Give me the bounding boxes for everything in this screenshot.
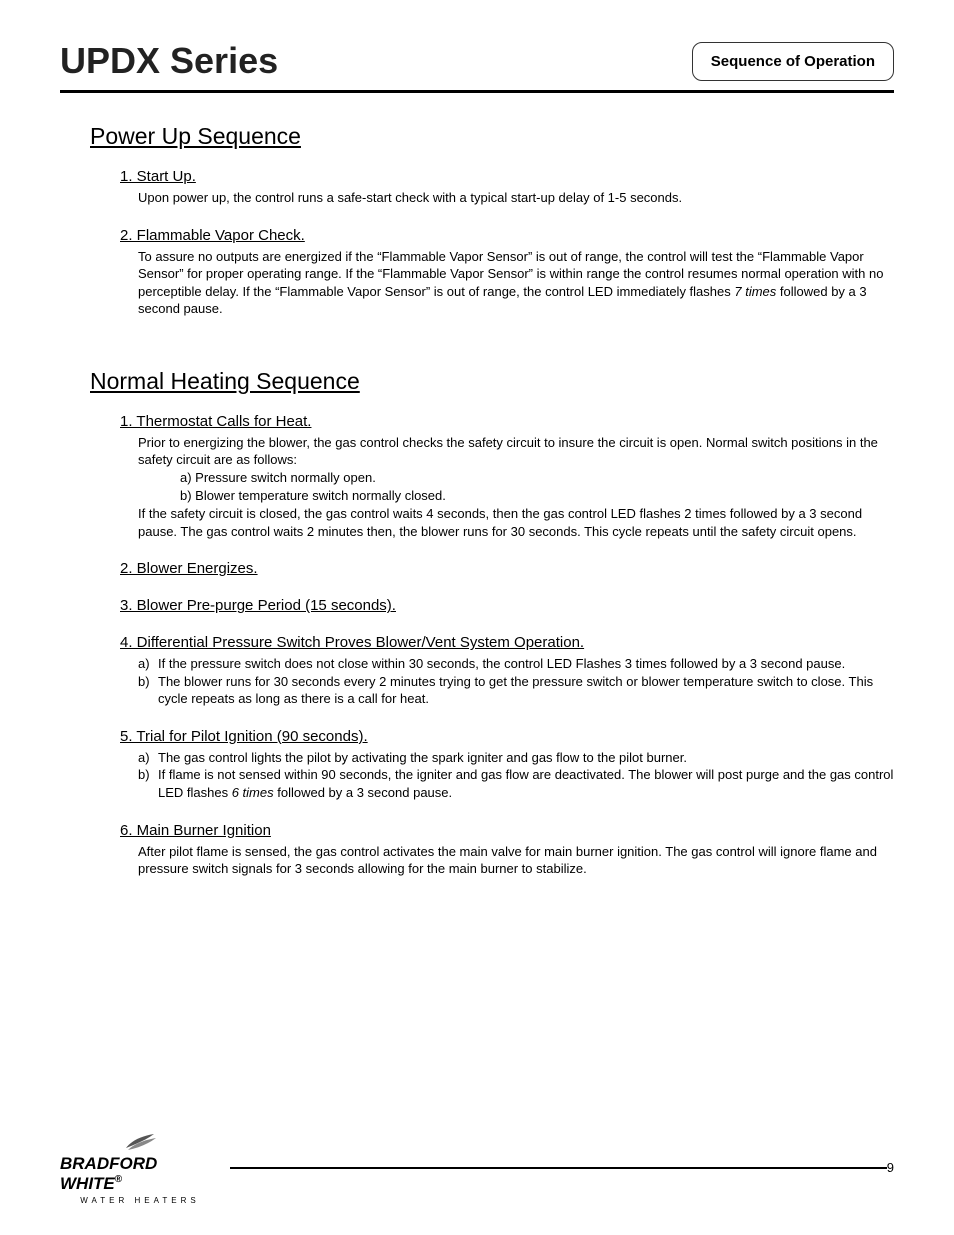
operation-box: Sequence of Operation bbox=[692, 42, 894, 81]
item-body: Prior to energizing the blower, the gas … bbox=[138, 434, 894, 469]
item-body: To assure no outputs are energized if th… bbox=[138, 248, 894, 318]
powerup-item-2: 2. Flammable Vapor Check. To assure no o… bbox=[120, 227, 894, 318]
sub-text: If flame is not sensed within 90 seconds… bbox=[158, 766, 894, 801]
logo-swoosh-icon bbox=[122, 1130, 158, 1152]
brand-name: BRADFORD WHITE® bbox=[60, 1154, 220, 1194]
sub-letter-b: b)If flame is not sensed within 90 secon… bbox=[138, 766, 894, 801]
sub-text: The gas control lights the pilot by acti… bbox=[158, 749, 687, 767]
item-head: 3. Blower Pre-purge Period (15 seconds). bbox=[120, 597, 894, 614]
heating-item-6: 6. Main Burner Ignition After pilot flam… bbox=[120, 822, 894, 878]
heating-item-3: 3. Blower Pre-purge Period (15 seconds). bbox=[120, 597, 894, 614]
item-body: After pilot flame is sensed, the gas con… bbox=[138, 843, 894, 878]
sub-text: The blower runs for 30 seconds every 2 m… bbox=[158, 673, 894, 708]
item-body: If the safety circuit is closed, the gas… bbox=[138, 505, 894, 540]
brand-subtitle: WATER HEATERS bbox=[80, 1196, 199, 1205]
section-title-normalheating: Normal Heating Sequence bbox=[90, 368, 894, 395]
sub-letter-list: a)The gas control lights the pilot by ac… bbox=[138, 749, 894, 802]
page-footer: BRADFORD WHITE® WATER HEATERS 9 bbox=[60, 1130, 894, 1205]
page-header: UPDX Series Sequence of Operation bbox=[60, 40, 894, 82]
sub-letter-b: b)The blower runs for 30 seconds every 2… bbox=[138, 673, 894, 708]
item-body: Upon power up, the control runs a safe-s… bbox=[138, 189, 894, 207]
sub-label: b) bbox=[138, 673, 158, 708]
item-head: 2. Flammable Vapor Check. bbox=[120, 227, 894, 244]
item-head: 4. Differential Pressure Switch Proves B… bbox=[120, 634, 894, 651]
sub-letter-a: a)If the pressure switch does not close … bbox=[138, 655, 894, 673]
series-title: UPDX Series bbox=[60, 40, 278, 82]
item-head: 1. Thermostat Calls for Heat. bbox=[120, 413, 894, 430]
powerup-item-1: 1. Start Up. Upon power up, the control … bbox=[120, 168, 894, 207]
heating-item-4: 4. Differential Pressure Switch Proves B… bbox=[120, 634, 894, 708]
sub-label: a) bbox=[138, 655, 158, 673]
sub-letter-list: a) Pressure switch normally open. b) Blo… bbox=[180, 469, 894, 505]
sub-text-part: followed by a 3 second pause. bbox=[274, 785, 453, 800]
item-head: 5. Trial for Pilot Ignition (90 seconds)… bbox=[120, 728, 894, 745]
item-head: 1. Start Up. bbox=[120, 168, 894, 185]
sub-text-italic: 6 times bbox=[232, 785, 274, 800]
brand-name-text: BRADFORD WHITE bbox=[60, 1154, 157, 1193]
sub-letter-a: a) Pressure switch normally open. bbox=[180, 469, 894, 487]
brand-logo: BRADFORD WHITE® WATER HEATERS bbox=[60, 1130, 220, 1205]
sub-label: b) bbox=[138, 766, 158, 801]
item-head: 6. Main Burner Ignition bbox=[120, 822, 894, 839]
heating-item-1: 1. Thermostat Calls for Heat. Prior to e… bbox=[120, 413, 894, 541]
item-head: 2. Blower Energizes. bbox=[120, 560, 894, 577]
sub-letter-b: b) Blower temperature switch normally cl… bbox=[180, 487, 894, 505]
heating-item-2: 2. Blower Energizes. bbox=[120, 560, 894, 577]
sub-letter-a: a)The gas control lights the pilot by ac… bbox=[138, 749, 894, 767]
footer-rule bbox=[230, 1167, 887, 1169]
sub-text: If the pressure switch does not close wi… bbox=[158, 655, 845, 673]
registered-icon: ® bbox=[115, 1174, 122, 1185]
page-number: 9 bbox=[887, 1160, 894, 1175]
sub-label: a) bbox=[138, 749, 158, 767]
body-text-italic: 7 times bbox=[734, 284, 776, 299]
sub-letter-list: a)If the pressure switch does not close … bbox=[138, 655, 894, 708]
header-rule bbox=[60, 90, 894, 93]
section-title-powerup: Power Up Sequence bbox=[90, 123, 894, 150]
heating-item-5: 5. Trial for Pilot Ignition (90 seconds)… bbox=[120, 728, 894, 802]
